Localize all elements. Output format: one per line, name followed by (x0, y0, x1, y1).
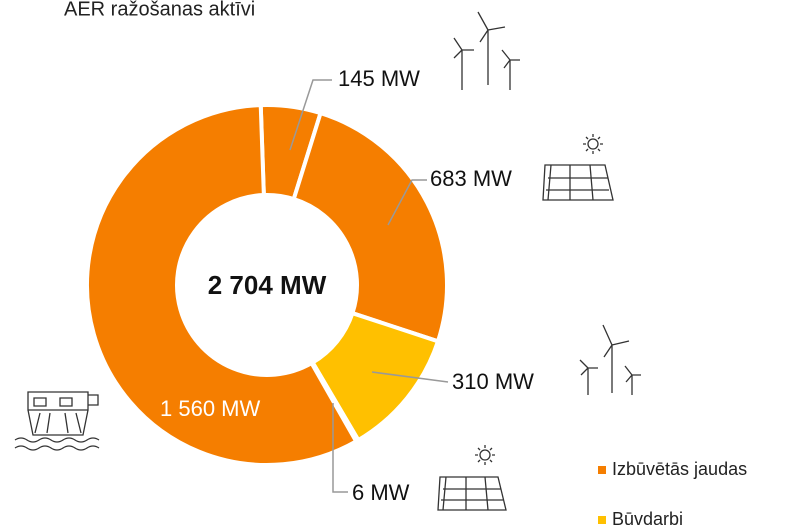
wind-icon (453, 11, 641, 395)
value-label: 683 MW (430, 166, 512, 191)
hydro-icon (14, 391, 100, 451)
value-label: 145 MW (338, 66, 420, 91)
leader-line (332, 403, 348, 493)
donut-slice (291, 110, 449, 344)
value-label: 310 MW (452, 369, 534, 394)
leader-line (371, 371, 449, 383)
donut-slice (85, 103, 359, 467)
legend-swatch (598, 516, 606, 524)
center-label: 2 704 MW (208, 270, 327, 300)
solar-icon (437, 134, 614, 511)
value-label: 6 MW (352, 480, 410, 505)
legend-swatch (598, 466, 606, 474)
value-label: 1 560 MW (160, 396, 260, 421)
leader-line (387, 179, 427, 226)
legend-label: Izbūvētās jaudas (612, 459, 747, 479)
legend-label: Būvdarbi (612, 509, 683, 529)
chart-title: AER ražošanas aktīvi (64, 0, 255, 20)
leader-line (289, 79, 332, 151)
